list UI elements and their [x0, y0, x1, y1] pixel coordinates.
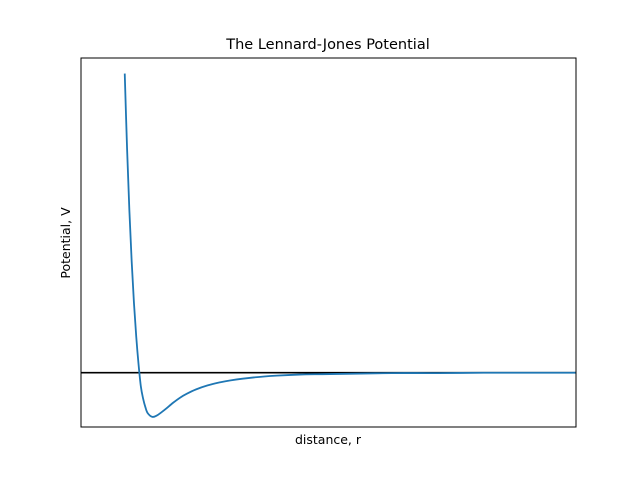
chart-title: The Lennard-Jones Potential [225, 37, 429, 53]
axes-frame [80, 57, 577, 428]
y-axis-label: Potential, V [58, 207, 73, 279]
series-line-0 [123, 73, 576, 418]
x-axis-label: distance, r [295, 432, 362, 447]
plot-area [81, 73, 576, 418]
